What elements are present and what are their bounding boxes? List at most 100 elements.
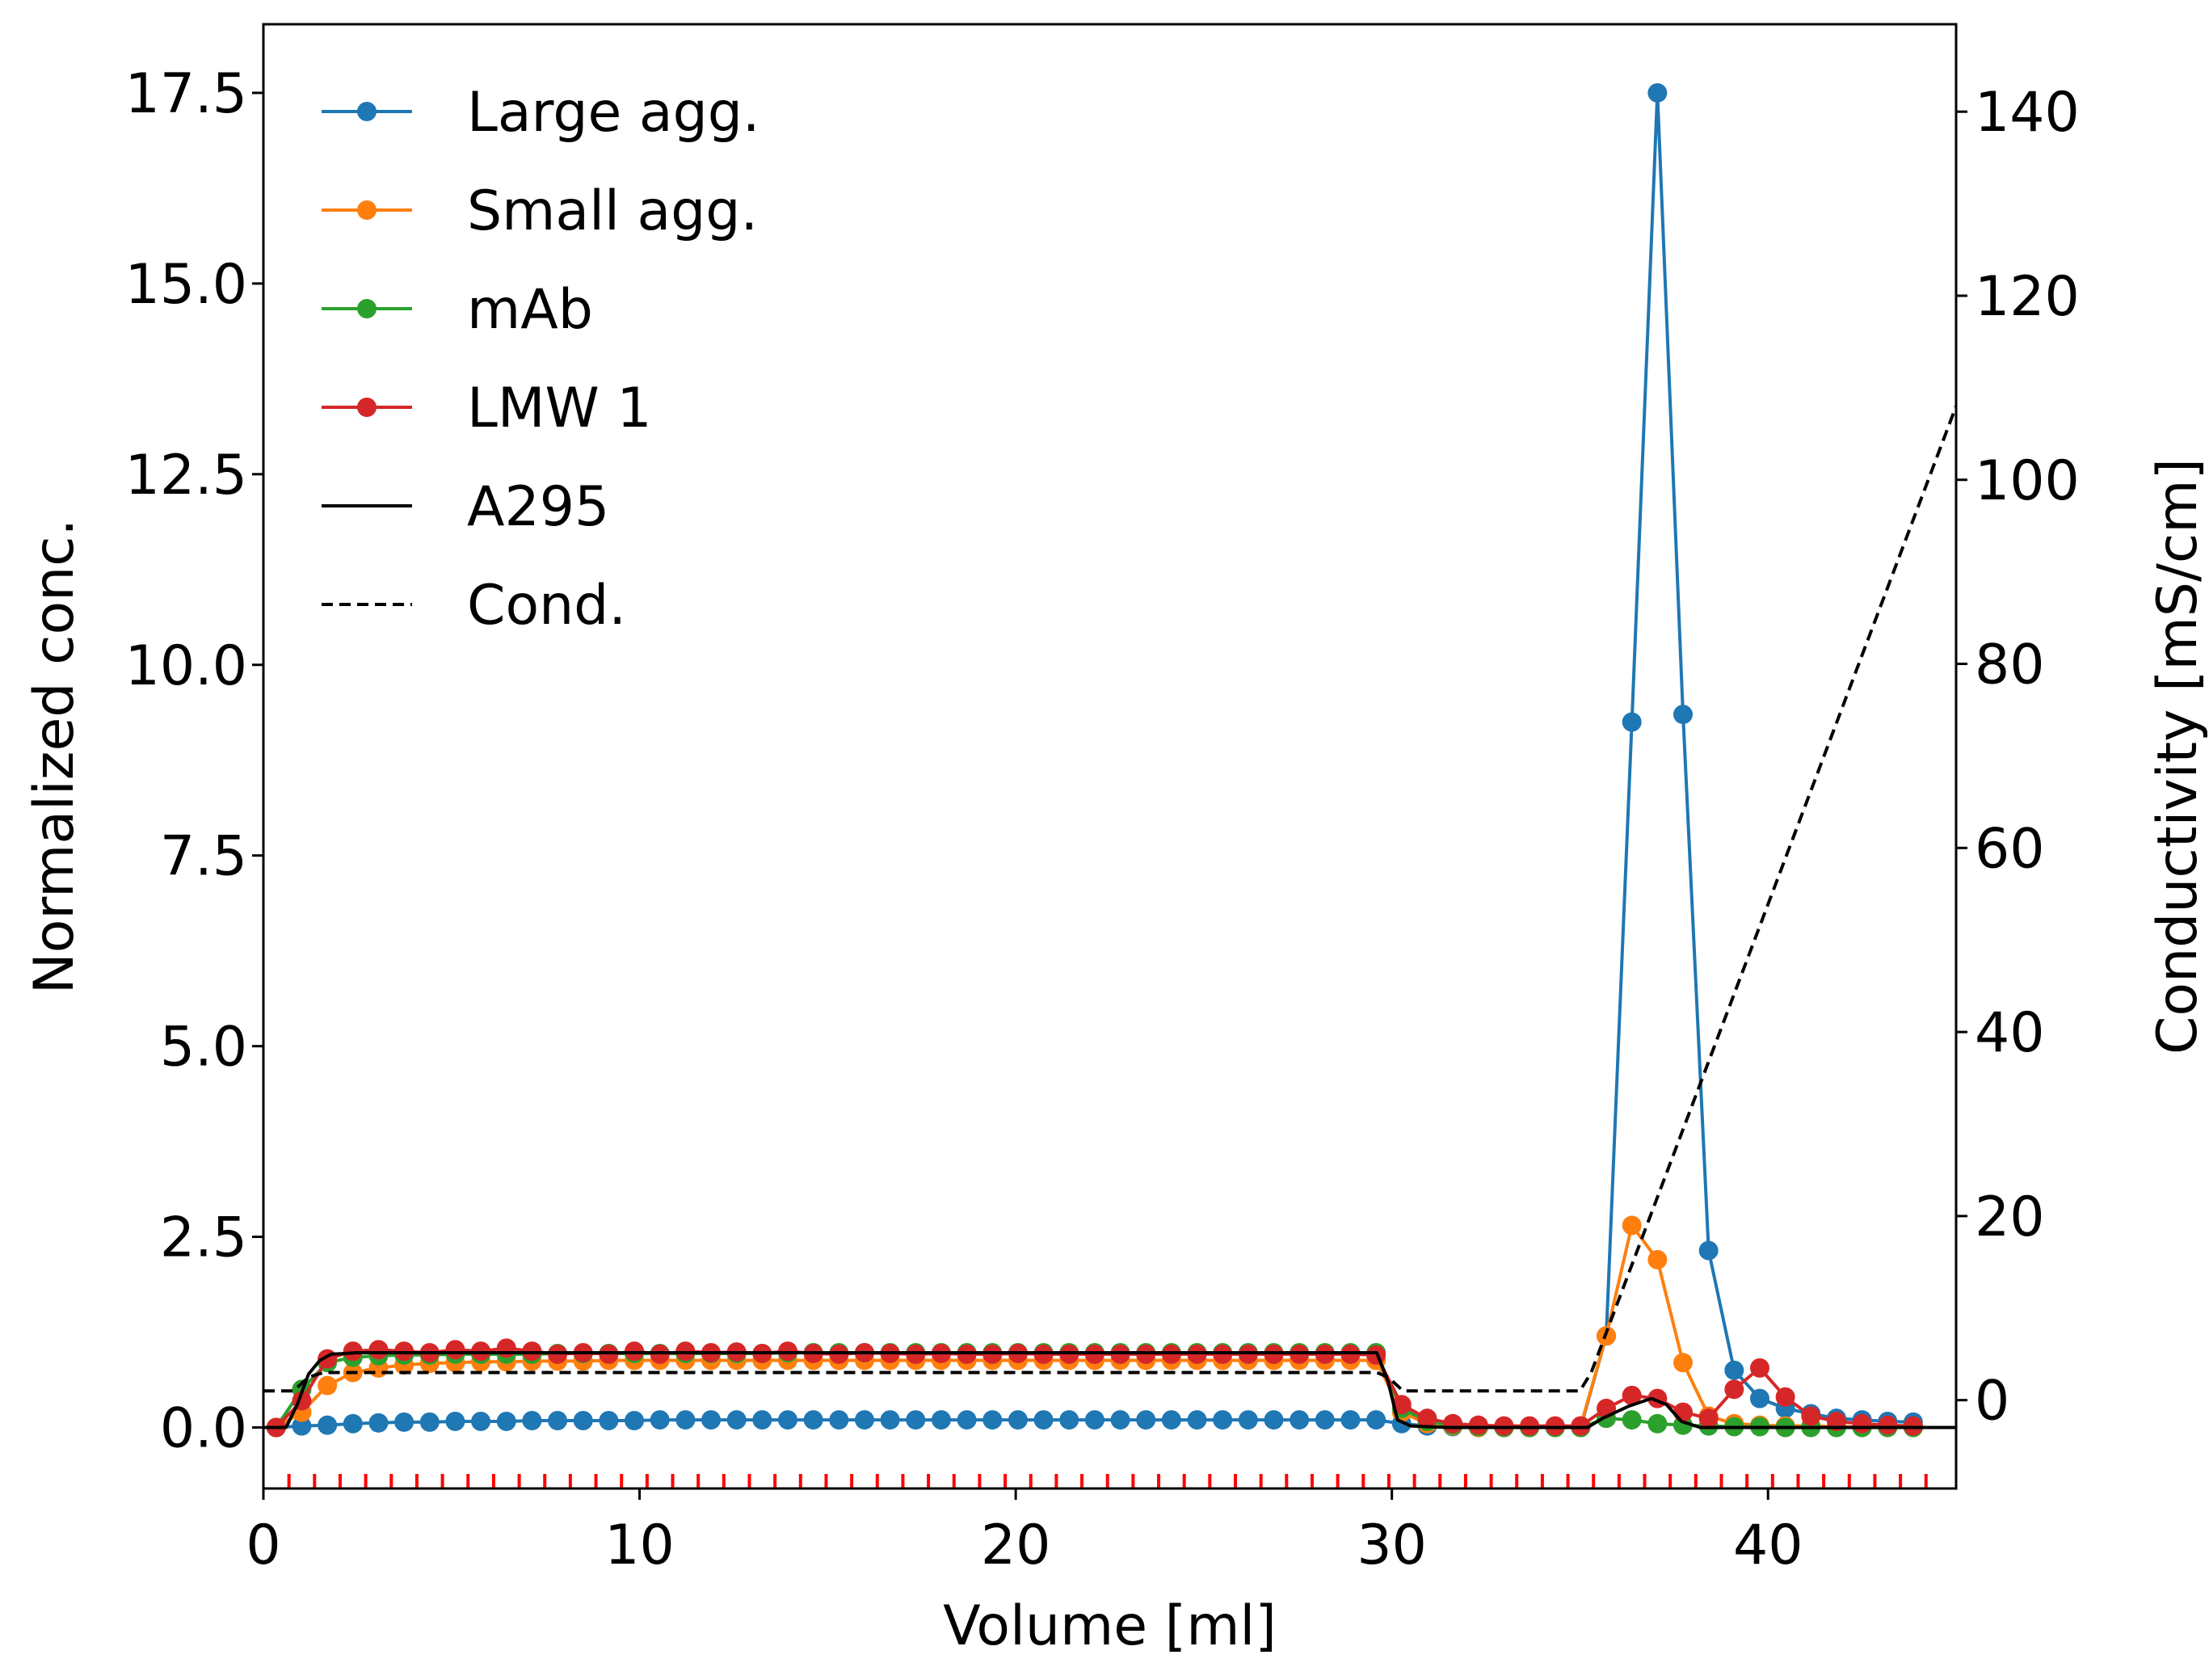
y-tick-label: 2.5 — [160, 1206, 247, 1270]
legend-label-mab: mAb — [467, 278, 593, 342]
data-point-large-agg — [906, 1410, 926, 1430]
data-point-large-agg — [1622, 712, 1642, 732]
y2-tick-label: 20 — [1975, 1185, 2045, 1249]
legend-marker-large-agg — [357, 102, 377, 121]
data-point-large-agg — [650, 1410, 670, 1430]
data-point-large-agg — [1187, 1410, 1207, 1430]
data-point-lmw-1 — [1622, 1385, 1642, 1405]
data-point-large-agg — [854, 1410, 874, 1430]
data-point-large-agg — [701, 1410, 722, 1430]
y-tick-label: 12.5 — [125, 444, 247, 507]
data-point-large-agg — [625, 1411, 645, 1431]
series-line-cond — [263, 405, 1956, 1393]
legend: Large agg. Small agg. mAb LMW 1 A295 Cond. — [322, 81, 760, 638]
legend-marker-mab — [357, 299, 377, 318]
y-tick-label: 10.0 — [125, 634, 247, 698]
legend-label-lmw-1: LMW 1 — [467, 377, 652, 440]
data-point-large-agg — [1698, 1240, 1719, 1261]
data-point-lmw-1 — [1749, 1358, 1769, 1378]
y-tick-label: 7.5 — [160, 825, 247, 889]
data-point-large-agg — [1724, 1360, 1744, 1380]
data-point-large-agg — [931, 1410, 951, 1430]
x-tick-label: 30 — [1357, 1514, 1427, 1577]
data-point-large-agg — [1340, 1410, 1361, 1430]
x-axis-label: Volume [ml] — [943, 1594, 1277, 1658]
data-point-large-agg — [573, 1411, 593, 1431]
data-point-large-agg — [752, 1410, 772, 1430]
y-tick-label: 15.0 — [125, 253, 247, 317]
data-point-lmw-1 — [1878, 1415, 1898, 1435]
y-tick-label: 5.0 — [160, 1016, 247, 1080]
y2-tick-label: 100 — [1975, 449, 2080, 513]
legend-marker-lmw-1 — [357, 398, 377, 417]
legend-label-a295: A295 — [467, 475, 609, 539]
data-point-large-agg — [829, 1410, 849, 1430]
data-point-large-agg — [445, 1411, 465, 1431]
data-point-large-agg — [957, 1410, 977, 1430]
data-point-large-agg — [1264, 1410, 1284, 1430]
data-point-lmw-1 — [1443, 1413, 1463, 1434]
data-point-large-agg — [1673, 705, 1694, 725]
data-point-lmw-1 — [1391, 1395, 1412, 1415]
y2-tick-label: 0 — [1975, 1370, 2009, 1434]
data-point-lmw-1 — [1724, 1379, 1744, 1400]
data-point-large-agg — [726, 1410, 747, 1430]
x-tick-label: 0 — [246, 1514, 280, 1577]
axes: 0 10 20 30 40 0.0 2.5 5.0 7.5 10.0 12.5 15.0 17.5 0 20… — [125, 62, 2080, 1577]
data-point-large-agg — [394, 1412, 414, 1432]
data-point-small-agg — [1673, 1353, 1694, 1373]
data-point-lmw-1 — [1801, 1406, 1821, 1426]
data-point-lmw-1 — [1468, 1415, 1488, 1435]
y-tick-label: 17.5 — [125, 62, 247, 126]
data-point-mab — [1647, 1413, 1668, 1434]
data-point-lmw-1 — [1698, 1408, 1719, 1429]
data-point-large-agg — [496, 1411, 516, 1431]
data-point-large-agg — [1059, 1410, 1079, 1430]
data-point-lmw-1 — [343, 1341, 363, 1362]
data-point-large-agg — [880, 1410, 900, 1430]
data-point-lmw-1 — [1775, 1387, 1795, 1407]
series-line-a295 — [263, 1351, 1956, 1429]
data-point-small-agg — [1647, 1249, 1668, 1269]
data-point-large-agg — [1008, 1410, 1028, 1430]
data-point-large-agg — [471, 1411, 491, 1431]
y2-axis-label: Conductivity [mS/cm] — [2146, 458, 2209, 1055]
data-point-small-agg — [1622, 1215, 1642, 1236]
data-point-large-agg — [803, 1410, 823, 1430]
legend-marker-small-agg — [357, 200, 377, 220]
fraction-markers — [287, 1474, 1928, 1488]
data-point-large-agg — [419, 1412, 440, 1432]
y-tick-label: 0.0 — [160, 1397, 247, 1461]
data-point-large-agg — [599, 1411, 619, 1431]
y2-tick-label: 40 — [1975, 1001, 2045, 1065]
plot-frame — [262, 23, 1958, 1490]
data-point-large-agg — [1366, 1410, 1386, 1430]
data-point-large-agg — [675, 1410, 696, 1430]
y-axis-label: Normalized conc. — [23, 519, 86, 994]
data-point-large-agg — [1110, 1410, 1130, 1430]
data-point-large-agg — [368, 1413, 389, 1433]
data-point-large-agg — [548, 1411, 568, 1431]
data-point-large-agg — [1749, 1388, 1769, 1408]
data-point-large-agg — [343, 1413, 363, 1434]
plot-area — [263, 82, 1956, 1438]
data-point-mab — [1622, 1410, 1642, 1430]
data-point-large-agg — [1647, 82, 1668, 103]
data-point-large-agg — [777, 1410, 797, 1430]
data-point-lmw-1 — [445, 1340, 465, 1360]
legend-label-large-agg: Large agg. — [467, 81, 760, 145]
data-point-large-agg — [522, 1411, 542, 1431]
data-point-large-agg — [982, 1410, 1003, 1430]
x-tick-label: 20 — [981, 1514, 1051, 1577]
data-point-lmw-1 — [1852, 1413, 1872, 1434]
data-point-large-agg — [1136, 1410, 1156, 1430]
data-point-large-agg — [1238, 1410, 1258, 1430]
x-tick-label: 40 — [1733, 1514, 1803, 1577]
data-point-large-agg — [1290, 1410, 1310, 1430]
data-point-large-agg — [1033, 1410, 1054, 1430]
y2-tick-label: 80 — [1975, 634, 2045, 697]
legend-label-cond: Cond. — [467, 574, 626, 638]
data-point-large-agg — [318, 1415, 338, 1435]
data-point-small-agg — [318, 1375, 338, 1396]
